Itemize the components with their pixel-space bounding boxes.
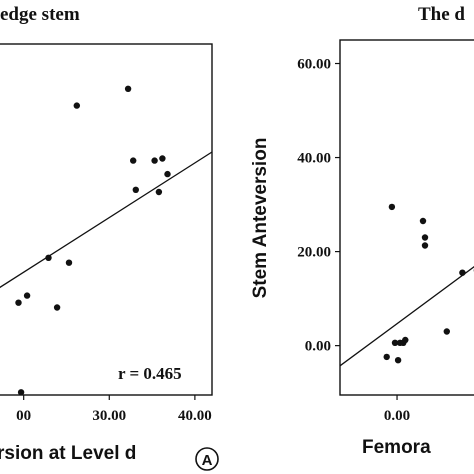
panel-a: edge stem 00 30.00 40.00 r = 0.465 rsion a… bbox=[0, 4, 219, 471]
panel-b-x-tick-label-1: 0.00 bbox=[384, 408, 410, 424]
panel-a-x-tick-label-3: 40.00 bbox=[178, 408, 212, 424]
panel-b-y-tick-label-3: 20.00 bbox=[297, 245, 331, 261]
panel-b-point-5 bbox=[459, 269, 466, 276]
panel-b-trendline bbox=[339, 266, 474, 367]
panel-b-y-tick-label-4: 0.00 bbox=[305, 339, 331, 355]
panel-b-y-tick-label-2: 40.00 bbox=[297, 151, 331, 167]
panel-b-point-11 bbox=[402, 336, 409, 344]
panel-b-point-8 bbox=[391, 339, 399, 346]
panel-b-point-3 bbox=[421, 234, 429, 241]
panel-b-point-12 bbox=[383, 353, 390, 361]
panel-a-point-2 bbox=[124, 85, 132, 93]
panel-a-point-3 bbox=[130, 157, 137, 164]
panel-b-title: The d bbox=[418, 4, 465, 25]
panel-b-point-1 bbox=[388, 203, 396, 211]
panel-b-point-4 bbox=[421, 242, 429, 249]
panel-b-x-axis-label: Femora bbox=[362, 437, 431, 458]
panel-b-plot-frame bbox=[339, 39, 474, 396]
panel-a-point-9 bbox=[45, 254, 52, 261]
panel-a-x-ticks: 00 30.00 40.00 bbox=[16, 395, 212, 424]
panel-a-badge-circle bbox=[195, 447, 219, 471]
panel-a-point-4 bbox=[151, 157, 158, 164]
panel-a-point-11 bbox=[23, 292, 31, 299]
panel-a-x-tick-label-2: 30.00 bbox=[92, 408, 126, 424]
panel-a-point-14 bbox=[17, 389, 25, 396]
panel-a-title: edge stem bbox=[0, 4, 80, 25]
panel-b-points bbox=[383, 203, 474, 364]
panel-b: The d 60.00 40.00 20.00 0.00 0.00 Stem Ante… bbox=[250, 4, 474, 458]
panel-a-point-13 bbox=[53, 304, 61, 311]
panel-a-point-1 bbox=[73, 102, 81, 109]
panel-b-y-axis-label: Stem Anteversion bbox=[250, 138, 271, 299]
panel-b-point-2 bbox=[419, 217, 427, 225]
panel-b-y-tick-label-1: 60.00 bbox=[297, 57, 331, 73]
panel-a-point-7 bbox=[132, 186, 139, 193]
panel-a-badge-letter: A bbox=[202, 452, 213, 469]
panel-a-point-10 bbox=[65, 259, 73, 266]
panel-a-point-8 bbox=[155, 188, 163, 196]
panel-a-trendline bbox=[0, 151, 213, 289]
panel-b-point-7 bbox=[443, 328, 450, 335]
panel-a-r-annotation: r = 0.465 bbox=[118, 364, 182, 383]
panel-b-x-ticks: 0.00 bbox=[384, 395, 410, 424]
panel-a-points bbox=[15, 85, 171, 396]
panel-a-point-12 bbox=[15, 299, 22, 306]
panel-b-y-ticks: 60.00 40.00 20.00 0.00 bbox=[297, 57, 340, 355]
panel-a-point-5 bbox=[159, 155, 166, 162]
panel-a-badge: A bbox=[195, 447, 219, 471]
panel-b-point-13 bbox=[394, 357, 402, 364]
panel-a-x-axis-label: rsion at Level d bbox=[0, 443, 136, 464]
panel-a-point-6 bbox=[164, 170, 171, 178]
panel-a-x-tick-label-1: 00 bbox=[16, 408, 31, 424]
